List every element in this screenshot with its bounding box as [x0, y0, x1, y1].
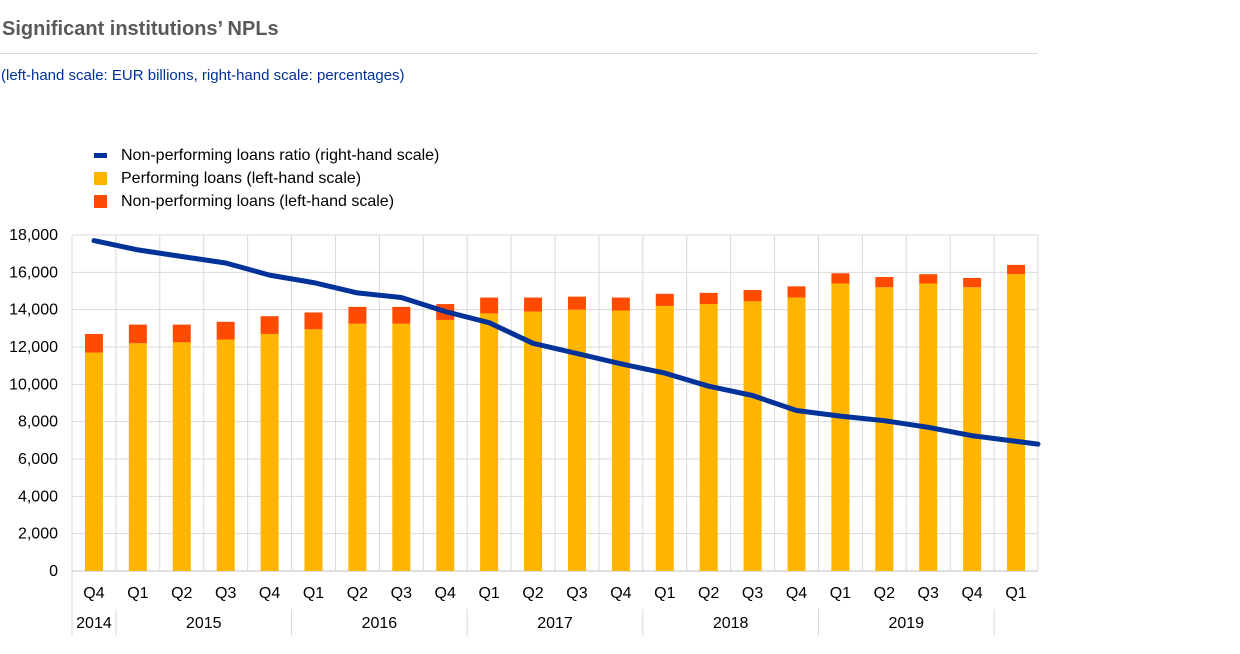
- bar-performing-loans: [348, 323, 367, 571]
- bar-performing-loans: [480, 313, 499, 571]
- x-tick-label-quarter: Q1: [303, 585, 324, 602]
- bar-non-performing-loans: [1007, 264, 1026, 275]
- x-tick-label-year: 2014: [76, 615, 112, 632]
- y-tick-label: 8,000: [18, 414, 58, 431]
- bar-performing-loans: [875, 287, 894, 571]
- x-tick-label-quarter: Q2: [698, 585, 719, 602]
- legend-item-performing-loans: Performing loans (left-hand scale): [94, 167, 439, 190]
- bar-non-performing-loans: [655, 293, 674, 306]
- x-tick-label-quarter: Q4: [259, 585, 280, 602]
- bar-non-performing-loans: [216, 321, 235, 340]
- bar-non-performing-loans: [611, 297, 630, 311]
- x-tick-label-year: 2016: [362, 615, 398, 632]
- bar-performing-loans: [743, 301, 762, 571]
- chart-subtitle: (left-hand scale: EUR billions, right-ha…: [1, 67, 405, 84]
- x-tick-label-quarter: Q1: [127, 585, 148, 602]
- bar-performing-loans: [172, 342, 191, 571]
- x-tick-label-quarter: Q4: [961, 585, 982, 602]
- x-tick-label-year: 2017: [537, 615, 573, 632]
- bar-non-performing-loans: [699, 292, 718, 305]
- bar-non-performing-loans: [743, 290, 762, 302]
- legend-label-performing-loans: Performing loans (left-hand scale): [121, 169, 362, 187]
- x-tick-label-quarter: Q3: [391, 585, 412, 602]
- y-tick-label: 4,000: [18, 488, 58, 505]
- bar-performing-loans: [84, 352, 103, 571]
- bar-non-performing-loans: [963, 277, 982, 288]
- chart-title: Significant institutions’ NPLs: [2, 18, 279, 40]
- bar-performing-loans: [655, 305, 674, 571]
- x-tick-label-quarter: Q2: [522, 585, 543, 602]
- x-tick-label-year: 2019: [888, 615, 924, 632]
- x-tick-label-quarter: Q4: [83, 585, 104, 602]
- x-tick-label-year: 2018: [713, 615, 749, 632]
- bar-non-performing-loans: [787, 286, 806, 298]
- bar-non-performing-loans: [172, 324, 191, 343]
- y-tick-label: 2,000: [18, 526, 58, 543]
- legend-swatch-non-performing-loans: [94, 195, 107, 208]
- legend-item-npl-ratio: Non-performing loans ratio (right-hand s…: [94, 144, 439, 167]
- x-tick-label-quarter: Q3: [918, 585, 939, 602]
- x-tick-label-quarter: Q2: [171, 585, 192, 602]
- x-tick-label-quarter: Q1: [1005, 585, 1026, 602]
- y-tick-label: 14,000: [9, 302, 58, 319]
- bar-performing-loans: [963, 287, 982, 571]
- bar-performing-loans: [1007, 274, 1026, 571]
- y-tick-label: 6,000: [18, 451, 58, 468]
- x-tick-label-quarter: Q1: [654, 585, 675, 602]
- y-tick-label: 18,000: [9, 227, 58, 244]
- x-tick-label-year: 2015: [186, 615, 222, 632]
- bar-performing-loans: [831, 283, 850, 571]
- legend-label-npl-ratio: Non-performing loans ratio (right-hand s…: [121, 146, 440, 164]
- bar-non-performing-loans: [392, 306, 411, 324]
- x-tick-label-quarter: Q1: [830, 585, 851, 602]
- bar-performing-loans: [611, 310, 630, 571]
- x-tick-label-quarter: Q2: [347, 585, 368, 602]
- x-tick-label-quarter: Q4: [610, 585, 631, 602]
- legend-swatch-performing-loans: [94, 172, 107, 185]
- x-tick-label-quarter: Q2: [874, 585, 895, 602]
- bar-performing-loans: [304, 329, 323, 571]
- y-tick-label: 12,000: [9, 339, 58, 356]
- legend-label-non-performing-loans: Non-performing loans (left-hand scale): [121, 192, 395, 210]
- x-tick-label-quarter: Q3: [215, 585, 236, 602]
- legend-item-non-performing-loans: Non-performing loans (left-hand scale): [94, 190, 439, 213]
- bar-performing-loans: [567, 309, 586, 571]
- bar-non-performing-loans: [128, 324, 147, 344]
- legend-swatch-npl-ratio: [94, 153, 107, 158]
- chart-legend: Non-performing loans ratio (right-hand s…: [94, 144, 439, 213]
- bar-non-performing-loans: [348, 306, 367, 324]
- y-tick-label: 0: [49, 563, 58, 580]
- bar-non-performing-loans: [875, 277, 894, 288]
- x-tick-label-quarter: Q3: [742, 585, 763, 602]
- y-tick-label: 10,000: [9, 376, 58, 393]
- bar-non-performing-loans: [480, 297, 499, 314]
- bar-non-performing-loans: [831, 273, 850, 284]
- bar-non-performing-loans: [260, 316, 279, 334]
- x-tick-label-quarter: Q1: [478, 585, 499, 602]
- bar-performing-loans: [699, 304, 718, 571]
- line-npl-ratio: [91, 238, 1041, 447]
- x-tick-label-quarter: Q4: [435, 585, 456, 602]
- bar-non-performing-loans: [919, 274, 938, 284]
- bar-performing-loans: [787, 297, 806, 571]
- bar-non-performing-loans: [84, 333, 103, 353]
- bar-non-performing-loans: [567, 296, 586, 310]
- x-tick-label-quarter: Q4: [786, 585, 807, 602]
- bar-performing-loans: [128, 343, 147, 571]
- bar-performing-loans: [216, 339, 235, 571]
- bar-performing-loans: [392, 323, 411, 571]
- bar-performing-loans: [524, 311, 543, 571]
- title-divider: [0, 53, 1038, 54]
- bar-non-performing-loans: [304, 312, 323, 330]
- bar-performing-loans: [436, 319, 455, 571]
- x-tick-label-quarter: Q3: [566, 585, 587, 602]
- y-tick-label: 16,000: [9, 264, 58, 281]
- bar-non-performing-loans: [524, 297, 543, 312]
- bar-performing-loans: [260, 333, 279, 571]
